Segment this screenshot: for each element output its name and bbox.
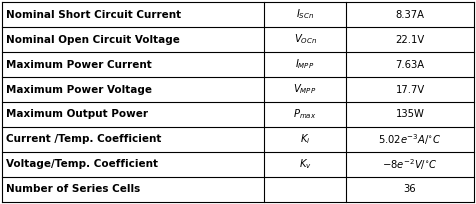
Text: $K_v$: $K_v$	[299, 157, 312, 171]
Text: Current /Temp. Coefficient: Current /Temp. Coefficient	[6, 134, 161, 144]
Text: Maximum Power Current: Maximum Power Current	[6, 60, 152, 70]
Text: $V_{OCn}$: $V_{OCn}$	[294, 33, 317, 47]
Text: 7.63A: 7.63A	[396, 60, 425, 70]
Text: $K_i$: $K_i$	[300, 133, 310, 146]
Text: 8.37A: 8.37A	[396, 10, 425, 20]
Text: $P_{max}$: $P_{max}$	[294, 108, 317, 121]
Text: Nominal Open Circuit Voltage: Nominal Open Circuit Voltage	[6, 34, 180, 44]
Text: 36: 36	[404, 184, 416, 194]
Text: Nominal Short Circuit Current: Nominal Short Circuit Current	[6, 10, 181, 20]
Text: $I_{MPP}$: $I_{MPP}$	[296, 58, 315, 71]
Text: 22.1V: 22.1V	[396, 34, 425, 44]
Text: 135W: 135W	[396, 110, 425, 120]
Text: Voltage/Temp. Coefficient: Voltage/Temp. Coefficient	[6, 160, 158, 170]
Text: Number of Series Cells: Number of Series Cells	[6, 184, 140, 194]
Text: $I_{SCn}$: $I_{SCn}$	[296, 8, 314, 21]
Text: Maximum Output Power: Maximum Output Power	[6, 110, 148, 120]
Text: 17.7V: 17.7V	[396, 84, 425, 94]
Text: Maximum Power Voltage: Maximum Power Voltage	[6, 84, 152, 94]
Text: $5.02e^{-3}A/^{\circ}C$: $5.02e^{-3}A/^{\circ}C$	[378, 132, 442, 147]
Text: $V_{MPP}$: $V_{MPP}$	[294, 83, 317, 96]
Text: $-8e^{-2}V/^{\circ}C$: $-8e^{-2}V/^{\circ}C$	[382, 157, 438, 172]
